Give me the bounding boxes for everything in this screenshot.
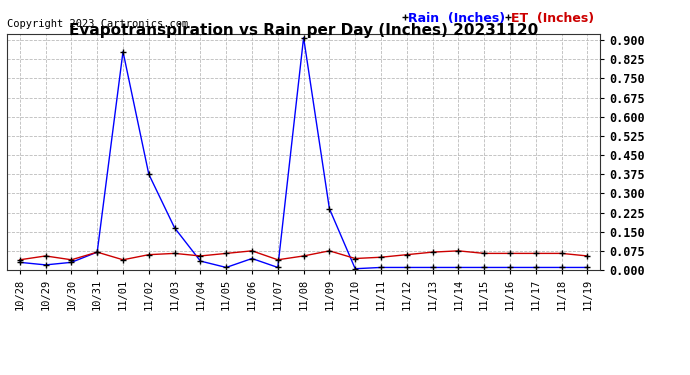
ET  (Inches) (196, 254, 204, 258)
Rain  (Inches) (454, 265, 462, 270)
Rain  (Inches) (532, 265, 540, 270)
ET  (Inches) (93, 250, 101, 254)
Line: Rain  (Inches): Rain (Inches) (17, 35, 590, 272)
ET  (Inches) (351, 256, 359, 261)
Text: Copyright 2023 Cartronics.com: Copyright 2023 Cartronics.com (7, 19, 188, 29)
Rain  (Inches) (480, 265, 489, 270)
ET  (Inches) (506, 251, 514, 256)
Rain  (Inches) (403, 265, 411, 270)
Rain  (Inches) (274, 265, 282, 270)
Rain  (Inches) (299, 35, 308, 40)
Line: ET  (Inches): ET (Inches) (17, 248, 590, 262)
Rain  (Inches) (222, 265, 230, 270)
ET  (Inches) (454, 249, 462, 253)
Rain  (Inches) (93, 250, 101, 254)
Rain  (Inches) (377, 265, 385, 270)
ET  (Inches) (299, 254, 308, 258)
ET  (Inches) (532, 251, 540, 256)
ET  (Inches) (325, 249, 333, 253)
Rain  (Inches) (558, 265, 566, 270)
ET  (Inches) (274, 258, 282, 262)
Rain  (Inches) (67, 260, 75, 265)
Rain  (Inches) (119, 50, 127, 54)
ET  (Inches) (145, 252, 153, 257)
ET  (Inches) (403, 252, 411, 257)
Rain  (Inches) (170, 226, 179, 230)
Rain  (Inches) (16, 260, 24, 265)
ET  (Inches) (480, 251, 489, 256)
ET  (Inches) (170, 251, 179, 256)
ET  (Inches) (583, 254, 591, 258)
ET  (Inches) (377, 255, 385, 260)
Rain  (Inches) (583, 265, 591, 270)
Rain  (Inches) (248, 256, 256, 261)
ET  (Inches) (558, 251, 566, 256)
Rain  (Inches) (351, 267, 359, 271)
ET  (Inches) (119, 258, 127, 262)
ET  (Inches) (428, 250, 437, 254)
Rain  (Inches) (145, 172, 153, 177)
Rain  (Inches) (41, 262, 50, 267)
Rain  (Inches) (506, 265, 514, 270)
ET  (Inches) (222, 251, 230, 256)
ET  (Inches) (41, 254, 50, 258)
Text: Evapotranspiration vs Rain per Day (Inches) 20231120: Evapotranspiration vs Rain per Day (Inch… (69, 22, 538, 38)
Rain  (Inches) (325, 207, 333, 211)
Rain  (Inches) (428, 265, 437, 270)
ET  (Inches) (67, 258, 75, 262)
ET  (Inches) (16, 258, 24, 262)
ET  (Inches) (248, 249, 256, 253)
Rain  (Inches) (196, 259, 204, 263)
Legend: Rain  (Inches), ET  (Inches): Rain (Inches), ET (Inches) (405, 12, 594, 25)
